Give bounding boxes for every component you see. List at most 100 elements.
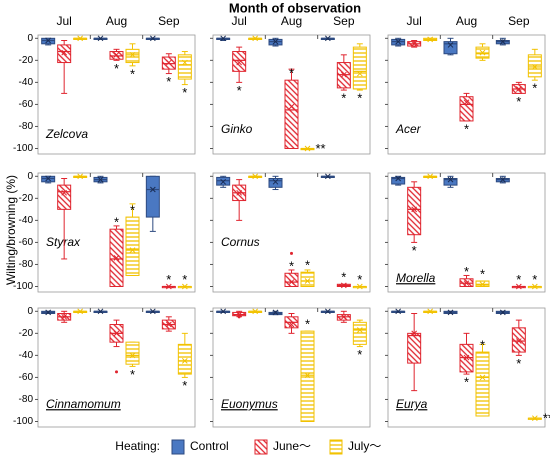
significance: ** <box>316 141 326 156</box>
mean-marker <box>499 176 506 183</box>
significance: * <box>357 272 362 287</box>
mean-marker <box>447 42 454 48</box>
significance: * <box>341 270 346 285</box>
significance: * <box>182 378 187 393</box>
box <box>459 96 474 122</box>
mean-marker <box>304 278 311 284</box>
legend-label: Control <box>190 439 229 453</box>
significance: * <box>480 338 485 353</box>
mean-marker <box>411 330 418 337</box>
y-axis-label: Wilting/browning (%) <box>4 175 18 285</box>
significance: * <box>182 272 187 287</box>
y-tick-label: -80 <box>19 121 34 132</box>
mean-marker <box>479 374 486 381</box>
mean-marker <box>463 280 470 287</box>
y-tick-label: -20 <box>19 193 34 204</box>
mean-marker <box>272 178 279 185</box>
month-label: Sep <box>333 14 355 28</box>
mean-marker <box>77 308 84 315</box>
month-label: Sep <box>508 14 530 28</box>
panel-frame <box>212 34 371 155</box>
box <box>57 184 72 210</box>
species-label: Ginko <box>221 122 253 136</box>
significance: ** <box>543 411 550 426</box>
mean-marker <box>129 352 136 359</box>
mean-marker <box>531 415 538 422</box>
mean-marker <box>129 51 136 58</box>
mean-marker <box>427 36 434 43</box>
mean-marker <box>324 173 331 180</box>
species-label: Morella <box>396 271 436 285</box>
mean-marker <box>149 308 156 315</box>
mean-marker <box>427 308 434 315</box>
box <box>407 186 422 236</box>
mean-marker <box>499 309 506 316</box>
mean-marker <box>463 99 470 106</box>
mean-marker <box>165 283 172 290</box>
significance: * <box>464 375 469 390</box>
significance: * <box>130 367 135 382</box>
significance: * <box>114 61 119 76</box>
box <box>268 178 283 188</box>
mean-marker <box>288 321 295 328</box>
species-label: Styrax <box>46 235 81 249</box>
month-label: Aug <box>106 14 127 28</box>
box <box>391 176 406 185</box>
y-tick-label: -100 <box>13 416 33 427</box>
panel-frame <box>37 172 196 293</box>
mean-marker <box>272 38 279 45</box>
significance: * <box>289 259 294 274</box>
significance: * <box>464 264 469 279</box>
month-label: Aug <box>456 14 477 28</box>
y-tick-label: 0 <box>27 306 33 317</box>
legend-swatch <box>329 439 343 455</box>
significance: * <box>341 91 346 106</box>
mean-marker <box>236 311 243 318</box>
month-label: Aug <box>281 14 302 28</box>
mean-marker <box>113 254 120 261</box>
panel-frame <box>212 172 371 293</box>
legend-swatch <box>254 439 268 455</box>
mean-marker <box>463 354 470 361</box>
species-label: Eurya <box>396 397 428 411</box>
mean-marker <box>252 308 259 315</box>
legend-title: Heating: <box>115 439 160 453</box>
mean-marker <box>515 338 522 344</box>
box <box>177 54 192 80</box>
mean-marker <box>340 313 347 320</box>
mean-marker <box>288 103 295 110</box>
mean-marker <box>447 309 454 316</box>
y-tick-label: -80 <box>19 394 34 405</box>
mean-marker <box>356 70 363 77</box>
month-label: Jul <box>56 14 71 28</box>
box <box>527 54 542 78</box>
mean-marker <box>447 176 454 183</box>
box <box>125 48 140 64</box>
outlier <box>290 251 293 255</box>
panel-frame <box>387 307 546 428</box>
mean-marker <box>304 372 311 379</box>
box <box>284 272 299 287</box>
legend-swatch <box>171 439 185 455</box>
species-label: Cornus <box>221 235 260 249</box>
box <box>284 79 299 149</box>
significance: * <box>289 66 294 81</box>
significance: * <box>305 317 310 332</box>
species-label: Euonymus <box>221 397 278 411</box>
mean-marker <box>77 173 84 180</box>
significance: * <box>357 91 362 106</box>
significance: * <box>357 347 362 362</box>
y-tick-label: -60 <box>19 99 34 110</box>
mean-marker <box>181 358 188 364</box>
mean-marker <box>531 64 538 70</box>
mean-marker <box>395 38 402 45</box>
box <box>300 330 315 422</box>
significance: * <box>305 258 310 273</box>
legend-label: June～ <box>273 439 311 453</box>
legend-label: July～ <box>348 439 381 453</box>
month-label: Jul <box>231 14 246 28</box>
mean-marker <box>356 327 363 333</box>
box <box>125 216 140 276</box>
y-tick-label: -100 <box>13 281 33 292</box>
mean-marker <box>304 145 311 152</box>
